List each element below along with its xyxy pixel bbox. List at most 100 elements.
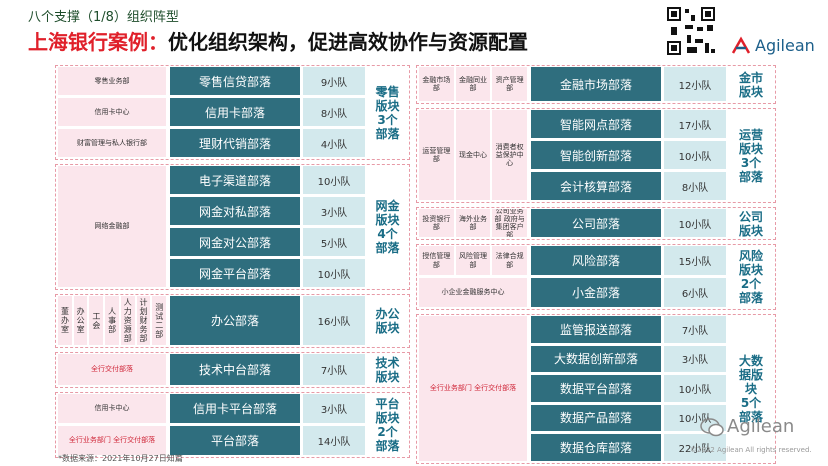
block-label-line: 零售 <box>375 84 400 99</box>
block-label-line: 大数 <box>738 353 763 368</box>
department: 网络金融部 <box>58 166 166 287</box>
copyright: ©2022 Agilean All rights reserved. <box>690 446 812 454</box>
department: 全行业务部门 全行交付部落 <box>419 316 527 461</box>
tribe: 公司部落 <box>531 209 661 237</box>
tribe: 信用卡部落 <box>170 98 300 126</box>
tribe: 网金对公部落 <box>170 228 300 256</box>
block-label-line: 2个 <box>740 277 762 291</box>
squad-count: 3小队 <box>303 197 365 225</box>
tribe: 数据平台部落 <box>531 375 661 402</box>
department: 海外业务部 <box>455 209 491 237</box>
department: 人事部 <box>105 296 119 345</box>
squad-count: 7小队 <box>303 354 365 385</box>
block-label: 办公 版块 <box>367 296 408 346</box>
squad-count: 3小队 <box>664 345 726 372</box>
block-label: 风险 版块 2个 部落 <box>728 246 774 308</box>
block-label-line: 版块 <box>738 84 763 99</box>
department: 人力资源部 <box>120 296 135 345</box>
squad-count: 12小队 <box>664 67 726 101</box>
block-label-line: 版块 <box>375 213 400 227</box>
block-label-line: 办公 <box>375 307 400 321</box>
squad-count: 4小队 <box>303 129 365 157</box>
tribe: 智能创新部落 <box>531 141 661 169</box>
squad-count: 6小队 <box>664 278 726 307</box>
department: 法律合规部 <box>492 246 527 275</box>
squad-count: 16小队 <box>303 296 365 345</box>
wechat-icon <box>700 418 724 437</box>
block-label: 运营 版块 3个 部落 <box>728 110 774 201</box>
department: 零售业务部 <box>58 67 166 95</box>
squad-count: 10小队 <box>664 141 726 169</box>
tribe: 理财代销部落 <box>170 129 300 157</box>
block-label: 网金 版块 4个 部落 <box>367 166 408 288</box>
block-label-line: 版块 <box>375 411 400 425</box>
department: 信用卡中心 <box>58 98 166 126</box>
block-label: 平台 版块 2个 部落 <box>367 394 408 456</box>
department: 授信管理部 <box>419 246 454 275</box>
department: 计划财务部 <box>136 296 151 345</box>
department: 消费者权益保护中心 <box>492 110 527 200</box>
squad-count: 10小队 <box>664 209 726 237</box>
tribe: 平台部落 <box>170 426 300 455</box>
tribe: 数据产品部落 <box>531 404 661 431</box>
block-label-line: 4个 <box>377 227 398 241</box>
tribe: 数据仓库部落 <box>531 434 661 461</box>
squad-count: 10小队 <box>664 375 726 402</box>
tribe: 技术中台部落 <box>170 354 300 385</box>
block-label-line: 版块 <box>375 98 400 113</box>
block-label-line: 部落 <box>375 241 400 255</box>
block-label: 零售 版块 3个 部落 <box>367 67 408 158</box>
squad-count: 17小队 <box>664 110 726 138</box>
block-label: 金市 版块 <box>728 67 774 102</box>
tribe: 大数据创新部落 <box>531 345 661 372</box>
block-label-line: 5个 <box>740 395 762 410</box>
block-label-line: 平台 <box>375 397 400 411</box>
block-label-line: 版块 <box>738 263 763 277</box>
department: 小企业金融服务中心 <box>419 278 527 307</box>
source-note: *数据来源：2021年10月27日知篇 <box>58 454 183 463</box>
department: 金融市场部 <box>419 67 454 101</box>
department: 公司业务部 政府与集团客户部 <box>492 209 527 237</box>
qr-code <box>665 5 717 57</box>
block-label: 技术 版块 <box>367 354 408 386</box>
department: 现金中心 <box>455 110 491 200</box>
block-label-line: 技术 <box>375 356 400 370</box>
tribe: 办公部落 <box>170 296 300 345</box>
tribe: 零售信贷部落 <box>170 67 300 95</box>
block-label-line: 网金 <box>375 199 400 213</box>
block-label-line: 版块 <box>738 141 763 156</box>
tribe: 小金部落 <box>531 278 661 307</box>
block-label: 大数 据版块 5个 部落 <box>728 316 774 462</box>
department: 办公室 <box>73 296 88 345</box>
squad-count: 9小队 <box>303 67 365 95</box>
block-label-line: 部落 <box>738 169 763 184</box>
squad-count: 7小队 <box>664 316 726 343</box>
department: 投资银行部 <box>419 209 454 237</box>
watermark: Agilean <box>727 416 795 437</box>
department: 金融同业部 <box>455 67 491 101</box>
block-label-line: 风险 <box>738 249 763 263</box>
department: 资产管理部 <box>492 67 527 101</box>
department: 工会 <box>89 296 104 345</box>
squad-count: 8小队 <box>664 172 726 200</box>
block-label-line: 运营 <box>738 127 763 142</box>
block-label-line: 部落 <box>738 291 763 305</box>
squad-count: 22小队 <box>664 434 726 461</box>
tribe: 金融市场部落 <box>531 67 661 101</box>
tribe: 网金平台部落 <box>170 259 300 287</box>
block-label-line: 金市 <box>738 70 763 85</box>
squad-count: 10小队 <box>303 166 365 194</box>
block-label-line: 部落 <box>738 409 763 424</box>
department: 全行交付部落 <box>58 354 166 385</box>
block-label-line: 据版 <box>738 367 763 382</box>
block-label-line: 部落 <box>375 439 400 453</box>
block-label-line: 块 <box>744 381 757 396</box>
tribe: 信用卡平台部落 <box>170 394 300 423</box>
title: 上海银行案例：优化组织架构，促进高效协作与资源配置 <box>28 26 528 55</box>
block-label-line: 3个 <box>740 155 762 170</box>
department: 全行业务部门 全行交付部落 <box>58 426 166 455</box>
title-red: 上海银行案例： <box>28 30 168 54</box>
block-label-line: 3个 <box>377 112 398 127</box>
department: 财富管理与私人银行部 <box>58 129 166 157</box>
